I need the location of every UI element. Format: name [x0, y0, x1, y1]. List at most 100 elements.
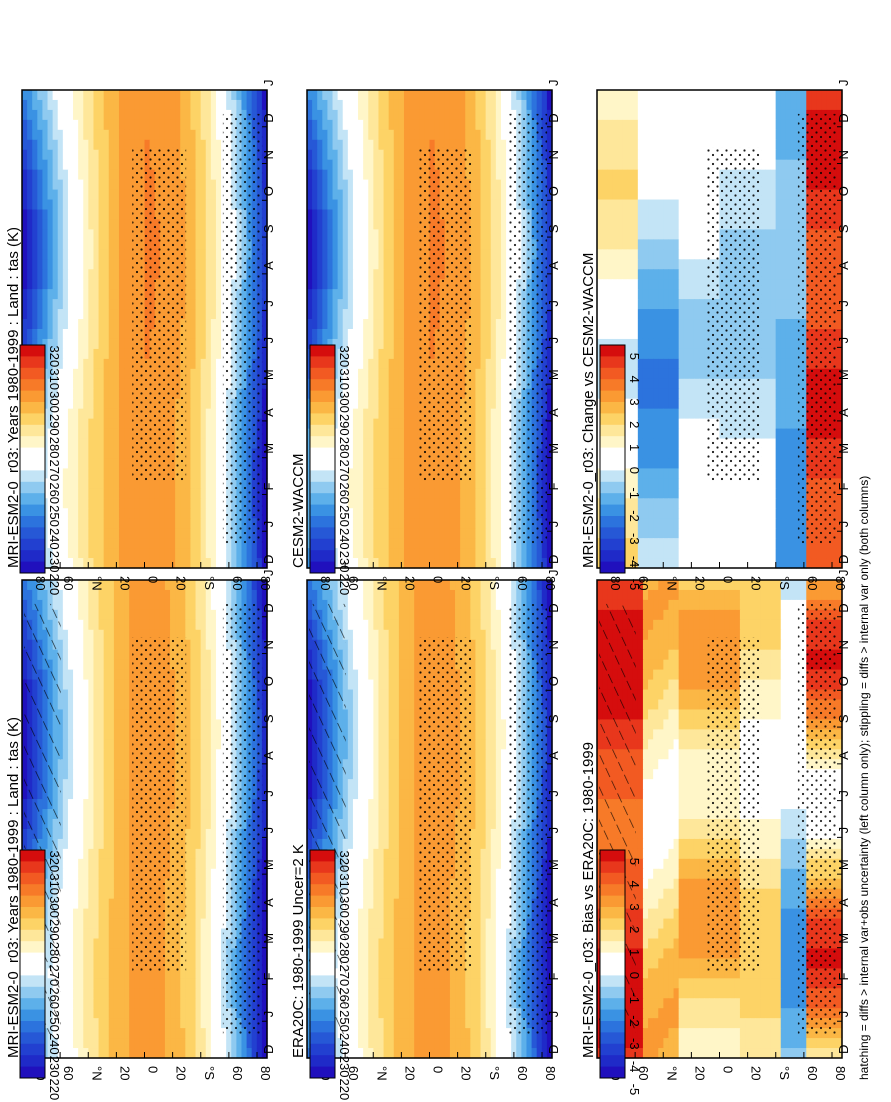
colorbar-segment — [600, 1043, 625, 1056]
colorbar-segment — [600, 850, 625, 862]
lat-tick-label: 80 — [33, 576, 48, 590]
month-tick-label: A — [836, 261, 851, 270]
colorbar-segment — [310, 861, 335, 874]
colorbar-label: 250 — [337, 1010, 352, 1032]
colorbar-segment — [20, 929, 45, 942]
colorbar-label: -4 — [627, 1061, 642, 1073]
colorbar-segment — [20, 493, 45, 506]
colorbar-segment — [600, 447, 625, 460]
month-tick-label: M — [546, 859, 561, 870]
colorbar-segment — [20, 850, 45, 862]
month-tick-label: O — [261, 186, 276, 196]
stippling-region — [797, 603, 838, 1035]
colorbar-segment — [310, 929, 335, 942]
colorbar-segment — [310, 470, 335, 483]
colorbar-label: -5 — [627, 1084, 642, 1096]
colorbar-segment — [20, 952, 45, 965]
month-tick-label: N — [261, 640, 276, 649]
stippling-region — [707, 147, 762, 482]
colorbar-label: 220 — [337, 1079, 352, 1101]
month-tick-label: S — [261, 714, 276, 723]
colorbar-segment — [600, 550, 625, 563]
colorbar-segment — [20, 1021, 45, 1033]
colorbar-label: 270 — [337, 965, 352, 987]
colorbar-label: 280 — [47, 437, 62, 459]
month-tick-label: D — [261, 1045, 276, 1054]
colorbar-segment — [310, 504, 335, 517]
stippling-region — [132, 637, 187, 972]
colorbar-label: 220 — [47, 1079, 62, 1101]
lat-tick-label: °N — [89, 576, 104, 591]
month-tick-label: M — [836, 859, 851, 870]
lat-tick-label: 80 — [318, 576, 333, 590]
lat-tick-label: 60 — [515, 576, 530, 590]
lat-tick-label: 60 — [230, 1066, 245, 1080]
lat-tick-label: 80 — [543, 1066, 558, 1080]
colorbar-segment — [600, 975, 625, 988]
colorbar-label: -2 — [627, 510, 642, 522]
stippling-region — [132, 147, 187, 482]
colorbar-segment — [310, 527, 335, 540]
month-tick-label: J — [546, 827, 561, 834]
colorbar-segment — [310, 918, 335, 931]
month-tick-label: D — [836, 1045, 851, 1054]
colorbar-segment — [20, 1009, 45, 1022]
colorbar-segment — [20, 1066, 45, 1079]
colorbar-segment — [310, 975, 335, 988]
colorbar-label: 290 — [337, 414, 352, 436]
lat-tick-label: 60 — [230, 576, 245, 590]
colorbar-label: 3 — [627, 398, 642, 405]
stippling-region — [417, 637, 472, 972]
month-tick-label: J — [261, 790, 276, 797]
month-tick-label: N — [836, 150, 851, 159]
colorbar-segment — [310, 1055, 335, 1068]
colorbar-frame — [19, 344, 46, 574]
colorbar-segment — [20, 861, 45, 874]
colorbar-segment — [600, 964, 625, 976]
month-tick-label: F — [546, 482, 561, 490]
colorbar-segment — [310, 964, 335, 976]
colorbar-segment — [20, 390, 45, 403]
colorbar-segment — [600, 390, 625, 403]
colorbar-segment — [310, 952, 335, 965]
colorbar-segment — [20, 550, 45, 563]
lat-tick-label: 0 — [721, 1066, 736, 1073]
lat-tick-label: °S — [202, 576, 217, 590]
colorbar-segment — [600, 356, 625, 369]
lat-tick-label: °S — [202, 1066, 217, 1080]
month-tick-label: F — [261, 972, 276, 980]
colorbar-frame — [19, 849, 46, 1079]
colorbar-segment — [20, 356, 45, 369]
colorbar-segment — [600, 493, 625, 506]
colorbar-segment — [20, 1043, 45, 1056]
colorbar-segment — [20, 481, 45, 494]
month-tick-label: N — [546, 640, 561, 649]
lat-tick-label: °N — [374, 1066, 389, 1081]
colorbar-frame — [309, 344, 336, 574]
colorbar-label: 5 — [627, 353, 642, 360]
stippling-region — [222, 603, 263, 1035]
lat-tick-label: 20 — [402, 576, 417, 590]
colorbar-segment — [310, 413, 335, 426]
colorbar-segment — [20, 975, 45, 988]
month-tick-label: D — [261, 113, 276, 122]
colorbar-segment — [600, 952, 625, 965]
month-tick-label: O — [261, 676, 276, 686]
lat-tick-label: °S — [487, 1066, 502, 1080]
month-tick-label: O — [546, 676, 561, 686]
colorbar-label: 3 — [627, 903, 642, 910]
colorbar-label: 250 — [47, 505, 62, 527]
colorbar-segment — [310, 850, 335, 862]
colorbar-segment — [20, 516, 45, 528]
colorbar-segment — [20, 367, 45, 380]
colorbar-segment — [20, 918, 45, 931]
colorbar-segment — [310, 1066, 335, 1079]
lat-tick-label: 0 — [431, 576, 446, 583]
month-tick-label: D — [546, 113, 561, 122]
lat-tick-label: 0 — [431, 1066, 446, 1073]
month-tick-label: D — [261, 603, 276, 612]
colorbar-segment — [20, 986, 45, 999]
